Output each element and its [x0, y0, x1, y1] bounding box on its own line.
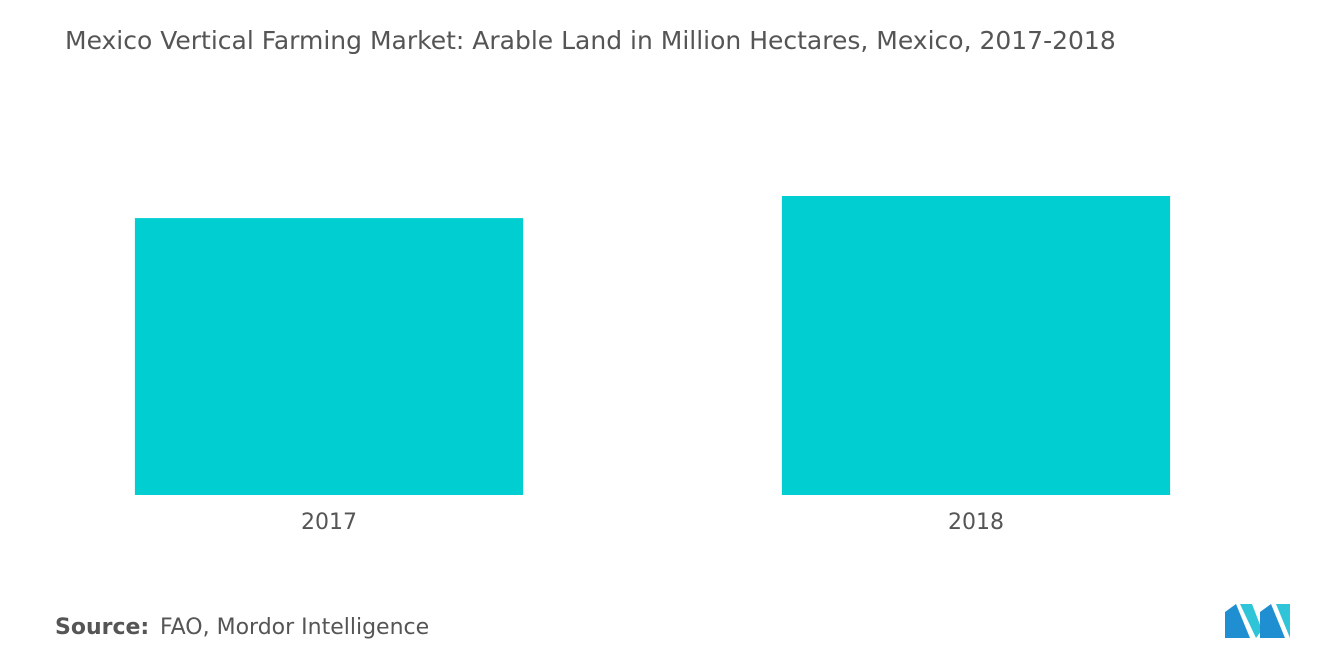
chart-title: Mexico Vertical Farming Market: Arable L…: [65, 26, 1116, 55]
source-label: Source:: [55, 615, 149, 640]
source: FAO, Mordor Intelligence: [160, 615, 429, 640]
bar: [134, 218, 524, 495]
logo-part: [1225, 604, 1250, 638]
logo: [1225, 604, 1290, 638]
x-tick-label: 2018: [948, 510, 1004, 535]
logo-part: [1260, 604, 1285, 638]
logo-part: [1276, 604, 1290, 638]
x-tick-label: 2017: [301, 510, 357, 535]
bar: [781, 196, 1171, 495]
logo-part: [1240, 604, 1262, 638]
